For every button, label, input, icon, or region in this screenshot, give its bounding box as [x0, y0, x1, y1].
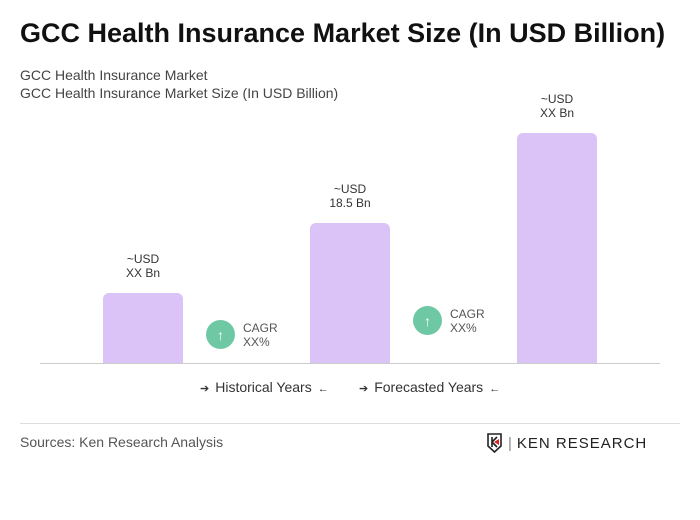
- legend-label: Historical Years: [215, 379, 312, 395]
- data-label: ~USD XX Bn: [539, 91, 575, 120]
- subtitle-2: GCC Health Insurance Market Size (In USD…: [20, 85, 339, 101]
- bar-2: [310, 223, 390, 363]
- legend-historical: ➔ Historical Years ←: [194, 379, 335, 395]
- sources: Sources: Ken Research Analysis: [20, 434, 224, 450]
- logo-icon: [487, 433, 502, 453]
- bar-1: [103, 292, 183, 363]
- cagr-label: CAGR: [450, 306, 485, 321]
- data-label: ~USD 18.5 Bn: [329, 182, 371, 210]
- arrow-left-icon: ←: [489, 383, 501, 395]
- cagr-value: XX%: [243, 334, 270, 349]
- arrow-right-icon: ➔: [359, 383, 369, 395]
- legend-label: Forecasted Years: [374, 379, 484, 395]
- subtitle: GCC Health Insurance Market: [20, 67, 208, 83]
- ken-research-logo: | KEN RESEARCH: [486, 433, 647, 453]
- arrow-left-icon: ←: [317, 383, 329, 395]
- data-label: ~USD XX Bn: [125, 251, 161, 280]
- cagr-label: CAGR: [243, 320, 278, 335]
- chart-title: GCC Health Insurance Market Size (In USD…: [20, 18, 666, 48]
- divider: [20, 423, 680, 424]
- x-axis: [40, 363, 660, 364]
- arrow-right-icon: ➔: [200, 383, 210, 395]
- cagr-badge-2: ↑ CAGR XX%: [413, 306, 485, 335]
- legend-forecasted: ➔ Forecasted Years ←: [353, 379, 506, 395]
- arrow-up-icon: ↑: [206, 320, 235, 349]
- logo-text: KEN RESEARCH: [516, 434, 648, 452]
- arrow-up-icon: ↑: [413, 306, 442, 335]
- bar-3: [517, 132, 597, 363]
- cagr-badge-1: ↑ CAGR XX%: [206, 320, 278, 349]
- cagr-value: XX%: [450, 320, 477, 335]
